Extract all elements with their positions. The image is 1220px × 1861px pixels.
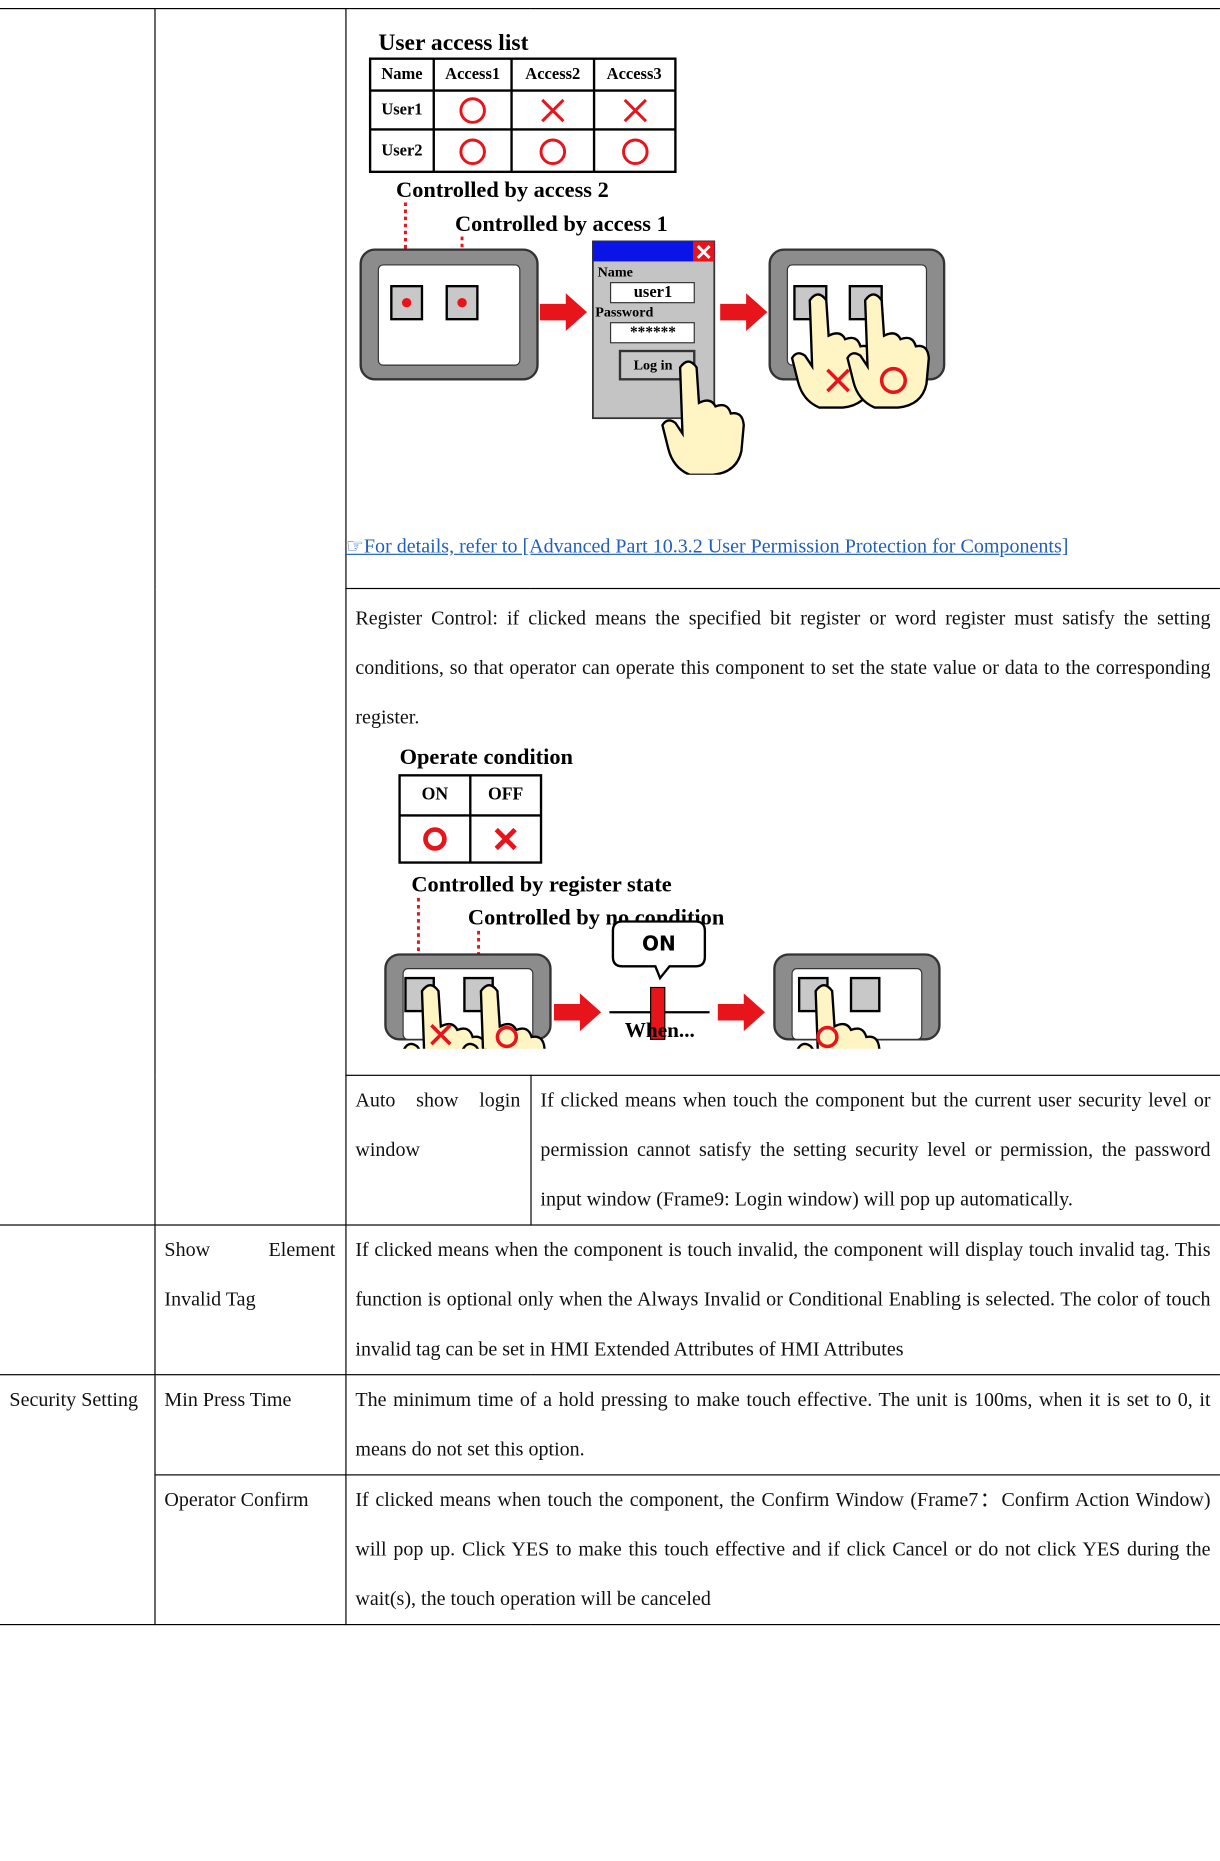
- shape: [696, 245, 711, 259]
- shape: [592, 241, 714, 262]
- shape: [458, 97, 486, 124]
- item-cell: Auto show login window: [344, 1074, 532, 1226]
- access-table-grid: [368, 57, 676, 174]
- condition-header: ON: [421, 783, 448, 803]
- contact-symbol: [608, 920, 709, 1040]
- access-title: User access list: [378, 30, 528, 56]
- cell: User access list Name Access1 Access2 Ac…: [344, 7, 1220, 590]
- circle-mark: [422, 827, 447, 851]
- cell: [0, 7, 155, 1226]
- caption: When...: [624, 1018, 694, 1042]
- circle-mark: [879, 366, 907, 395]
- shape: [621, 138, 648, 166]
- circle-mark: [815, 1025, 839, 1049]
- screen: [383, 953, 552, 1041]
- screen: [358, 248, 539, 381]
- condition-label: Controlled by register state: [411, 871, 671, 896]
- shape: [368, 57, 676, 174]
- login-name: user1: [633, 282, 671, 301]
- condition-header: OFF: [487, 783, 522, 803]
- shape: [458, 138, 486, 166]
- arrow: [553, 993, 601, 1032]
- condition-diagram: Operate condition ON OFF Controlled by r…: [383, 744, 941, 1100]
- login-button: Log in: [633, 358, 672, 374]
- shape: [611, 920, 706, 981]
- user-name: User1: [381, 99, 422, 118]
- cell: Register Control: if clicked means the s…: [344, 587, 1220, 1100]
- register-control-text: Register Control: if clicked means the s…: [355, 606, 1211, 729]
- shape: [849, 976, 880, 1013]
- cell: [153, 7, 346, 1226]
- group-cell: Security Setting: [0, 1374, 155, 1626]
- circle-mark: [495, 1025, 518, 1049]
- bubble-text: ON: [641, 932, 675, 956]
- page: User access list Name Access1 Access2 Ac…: [0, 7, 1220, 1861]
- description-cell: If clicked means when touch the componen…: [529, 1074, 1220, 1226]
- login-password: ******: [629, 324, 675, 341]
- condition-grid: [397, 774, 542, 864]
- description-cell: The minimum time of a hold pressing to m…: [344, 1374, 1220, 1476]
- description-cell: If clicked means when touch the componen…: [344, 1474, 1220, 1626]
- user-name: User2: [381, 141, 422, 160]
- screen: [772, 953, 941, 1041]
- cross-mark: [429, 1023, 451, 1046]
- shape: Name Access1 Access2 Access3 User1 User2: [381, 64, 661, 160]
- access-header: Name: [381, 64, 422, 83]
- shape: [649, 986, 665, 1040]
- property-table: User access list Name Access1 Access2 Ac…: [0, 7, 1220, 1626]
- arrow: [539, 293, 587, 331]
- login-label: Password: [595, 305, 653, 321]
- shape: [401, 297, 411, 308]
- access-marks: [458, 97, 648, 166]
- shape: [456, 297, 467, 308]
- shape: [540, 98, 647, 123]
- access-diagram: User access list Name Access1 Access2 Ac…: [358, 30, 945, 476]
- reference-link[interactable]: ☞For details, refer to [Advanced Part 10…: [345, 534, 1069, 558]
- condition-title: Operate condition: [399, 744, 573, 769]
- cross-mark: [825, 368, 850, 393]
- item-cell: Min Press Time: [153, 1374, 346, 1476]
- arrow: [717, 993, 765, 1032]
- item-cell: Operator Confirm: [153, 1474, 346, 1626]
- access-header: Access2: [525, 64, 580, 83]
- document: User access list Name Access1 Access2 Ac…: [0, 7, 1220, 1861]
- shape: [609, 282, 695, 304]
- cross-mark: [493, 827, 517, 851]
- access-header: Access3: [606, 64, 661, 83]
- access-header: Access1: [445, 64, 500, 83]
- cell: [0, 1224, 155, 1376]
- shape: [538, 138, 566, 166]
- description-cell: If clicked means when the component is t…: [344, 1224, 1220, 1376]
- login-label: Name: [597, 264, 632, 280]
- access-label: Controlled by access 1: [454, 211, 667, 236]
- leader-lines: [416, 897, 480, 996]
- access-label: Controlled by access 2: [395, 177, 608, 202]
- item-cell: Show Element Invalid Tag: [153, 1224, 346, 1376]
- shape: [609, 322, 695, 344]
- arrow: [719, 293, 767, 331]
